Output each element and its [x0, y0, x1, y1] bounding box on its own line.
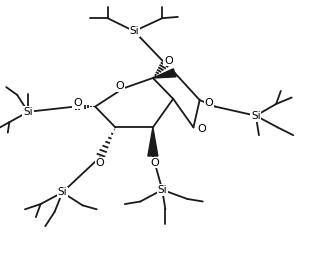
Text: O: O: [115, 81, 124, 91]
Text: Si: Si: [158, 185, 167, 195]
Text: O: O: [73, 99, 82, 108]
Text: O: O: [198, 125, 207, 134]
Polygon shape: [148, 127, 158, 156]
Text: O: O: [150, 158, 159, 167]
Text: Si: Si: [129, 26, 139, 36]
Text: Si: Si: [251, 111, 261, 121]
Text: O: O: [95, 158, 104, 168]
Text: Si: Si: [58, 187, 67, 197]
Text: Si: Si: [23, 107, 33, 117]
Text: O: O: [205, 98, 213, 108]
Text: O: O: [164, 56, 173, 66]
Polygon shape: [153, 69, 176, 78]
